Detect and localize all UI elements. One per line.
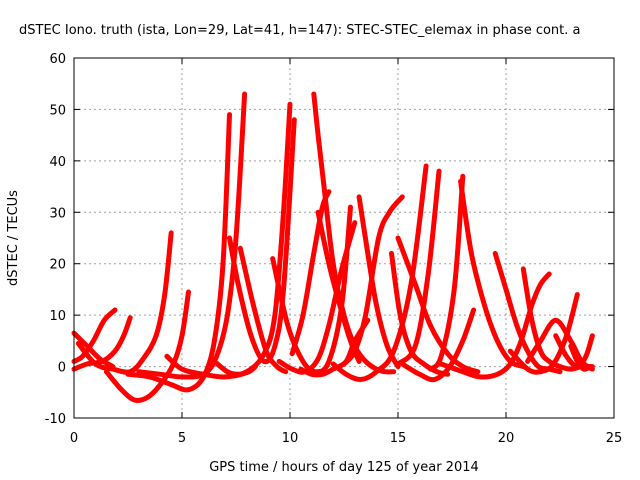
data-series-2 (71, 307, 118, 364)
y-tick-label: 40 (49, 155, 66, 170)
y-tick-label: 60 (49, 52, 66, 67)
data-series-group (71, 91, 595, 404)
y-tick-label: 50 (49, 103, 66, 118)
x-axis-label: GPS time / hours of day 125 of year 2014 (209, 460, 479, 475)
data-series-1 (71, 330, 116, 370)
data-series-24 (399, 307, 477, 383)
data-series-15 (289, 189, 332, 357)
data-series-6 (125, 112, 232, 393)
chart-title: dSTEC Iono. truth (ista, Lon=29, Lat=41,… (19, 23, 581, 38)
data-series-27 (438, 271, 552, 380)
x-tick-label: 5 (178, 431, 186, 446)
axis-ticks: 0 5 10 15 20 25 -10 0 10 20 30 40 50 60 (45, 52, 623, 446)
x-tick-label: 20 (498, 431, 515, 446)
y-tick-label: 0 (58, 361, 66, 376)
y-tick-label: 30 (49, 206, 66, 221)
data-series-19 (356, 194, 401, 370)
plot-frame (73, 57, 615, 419)
data-series-26 (458, 178, 526, 370)
x-tick-label: 15 (390, 431, 407, 446)
data-series-32 (553, 333, 595, 370)
data-series-4 (75, 230, 174, 375)
y-tick-label: -10 (45, 412, 66, 427)
x-tick-label: 25 (606, 431, 623, 446)
data-series-23 (395, 168, 442, 367)
data-series-22 (395, 235, 481, 375)
y-axis-label: dSTEC / TECUs (6, 190, 21, 286)
data-series-8 (227, 117, 297, 365)
y-tick-label: 10 (49, 309, 66, 324)
x-tick-label: 10 (282, 431, 299, 446)
data-series-5 (103, 289, 191, 404)
data-series-21 (389, 250, 451, 377)
x-tick-label: 0 (70, 431, 78, 446)
data-series-3 (71, 315, 133, 372)
data-series-11 (211, 358, 258, 377)
data-series-17 (298, 317, 371, 378)
data-series-25 (427, 173, 466, 372)
data-series-13 (276, 220, 358, 375)
y-tick-label: 20 (49, 258, 66, 273)
data-series-33 (568, 343, 593, 372)
